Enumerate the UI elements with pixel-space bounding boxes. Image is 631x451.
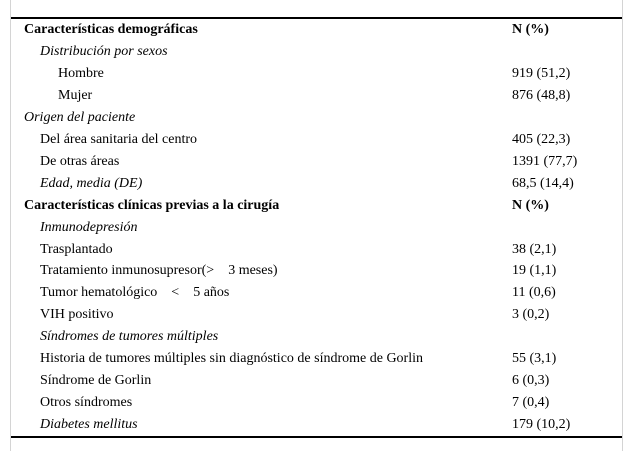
table-row: Origen del paciente: [11, 107, 622, 129]
row-value: N (%): [512, 21, 549, 37]
row-label: Tratamiento inmunosupresor(> 3 meses): [40, 263, 278, 279]
row-value: 405 (22,3): [512, 131, 571, 147]
table-row: Síndrome de Gorlin 6 (0,3): [11, 370, 622, 392]
table-row: VIH positivo 3 (0,2): [11, 304, 622, 326]
row-value: 55 (3,1): [512, 351, 557, 367]
row-value: 19 (1,1): [512, 263, 557, 279]
table-row: Del área sanitaria del centro 405 (22,3): [11, 129, 622, 151]
row-value: 1391 (77,7): [512, 153, 578, 169]
table-row: Inmunodepresión: [11, 217, 622, 239]
row-value: 876 (48,8): [512, 87, 571, 103]
row-label: Inmunodepresión: [40, 219, 138, 235]
table-row: Distribución por sexos: [11, 41, 622, 63]
row-label: Síndromes de tumores múltiples: [40, 329, 219, 345]
table-row: Tumor hematológico < 5 años 11 (0,6): [11, 282, 622, 304]
table-row: Características clínicas previas a la ci…: [11, 195, 622, 217]
table-row: Características demográficas N (%): [11, 19, 622, 41]
row-label: Distribución por sexos: [40, 43, 168, 59]
table-row: Mujer 876 (48,8): [11, 85, 622, 107]
row-label: Tumor hematológico < 5 años: [40, 285, 230, 301]
row-value: 38 (2,1): [512, 241, 557, 257]
row-label: Diabetes mellitus: [40, 417, 138, 433]
row-value: 3 (0,2): [512, 307, 550, 323]
row-value: 919 (51,2): [512, 65, 571, 81]
row-label: Características demográficas: [24, 21, 198, 37]
table-row: Trasplantado 38 (2,1): [11, 239, 622, 261]
row-value: 6 (0,3): [512, 373, 550, 389]
row-value: 68,5 (14,4): [512, 175, 574, 191]
clinical-characteristics-table: Características demográficas N (%) Distrib…: [11, 17, 622, 438]
row-label: Síndrome de Gorlin: [40, 373, 152, 389]
row-label: Edad, media (DE): [40, 175, 143, 191]
row-label: Del área sanitaria del centro: [40, 131, 198, 147]
row-label: Origen del paciente: [24, 109, 136, 125]
row-value: 179 (10,2): [512, 417, 571, 433]
table-row: Historia de tumores múltiples sin diagnó…: [11, 348, 622, 370]
row-label: Otros síndromes: [40, 395, 133, 411]
row-label: Características clínicas previas a la ci…: [24, 197, 280, 213]
row-label: Hombre: [58, 65, 104, 81]
table-row: Hombre 919 (51,2): [11, 63, 622, 85]
table-row: Edad, media (DE) 68,5 (14,4): [11, 173, 622, 195]
table-row: Tratamiento inmunosupresor(> 3 meses) 19 …: [11, 260, 622, 282]
row-label: Mujer: [58, 87, 93, 103]
row-label: De otras áreas: [40, 153, 120, 169]
row-label: Historia de tumores múltiples sin diagnó…: [40, 351, 423, 367]
page-frame-lines: [10, 0, 623, 451]
table-row: Otros síndromes 7 (0,4): [11, 392, 622, 414]
table-row: Síndromes de tumores múltiples: [11, 326, 622, 348]
row-value: N (%): [512, 197, 549, 213]
row-value: 11 (0,6): [512, 285, 556, 301]
row-label: VIH positivo: [40, 307, 114, 323]
table-row: De otras áreas 1391 (77,7): [11, 151, 622, 173]
row-label: Trasplantado: [40, 241, 113, 257]
row-value: 7 (0,4): [512, 395, 550, 411]
table-row: Diabetes mellitus 179 (10,2): [11, 414, 622, 436]
